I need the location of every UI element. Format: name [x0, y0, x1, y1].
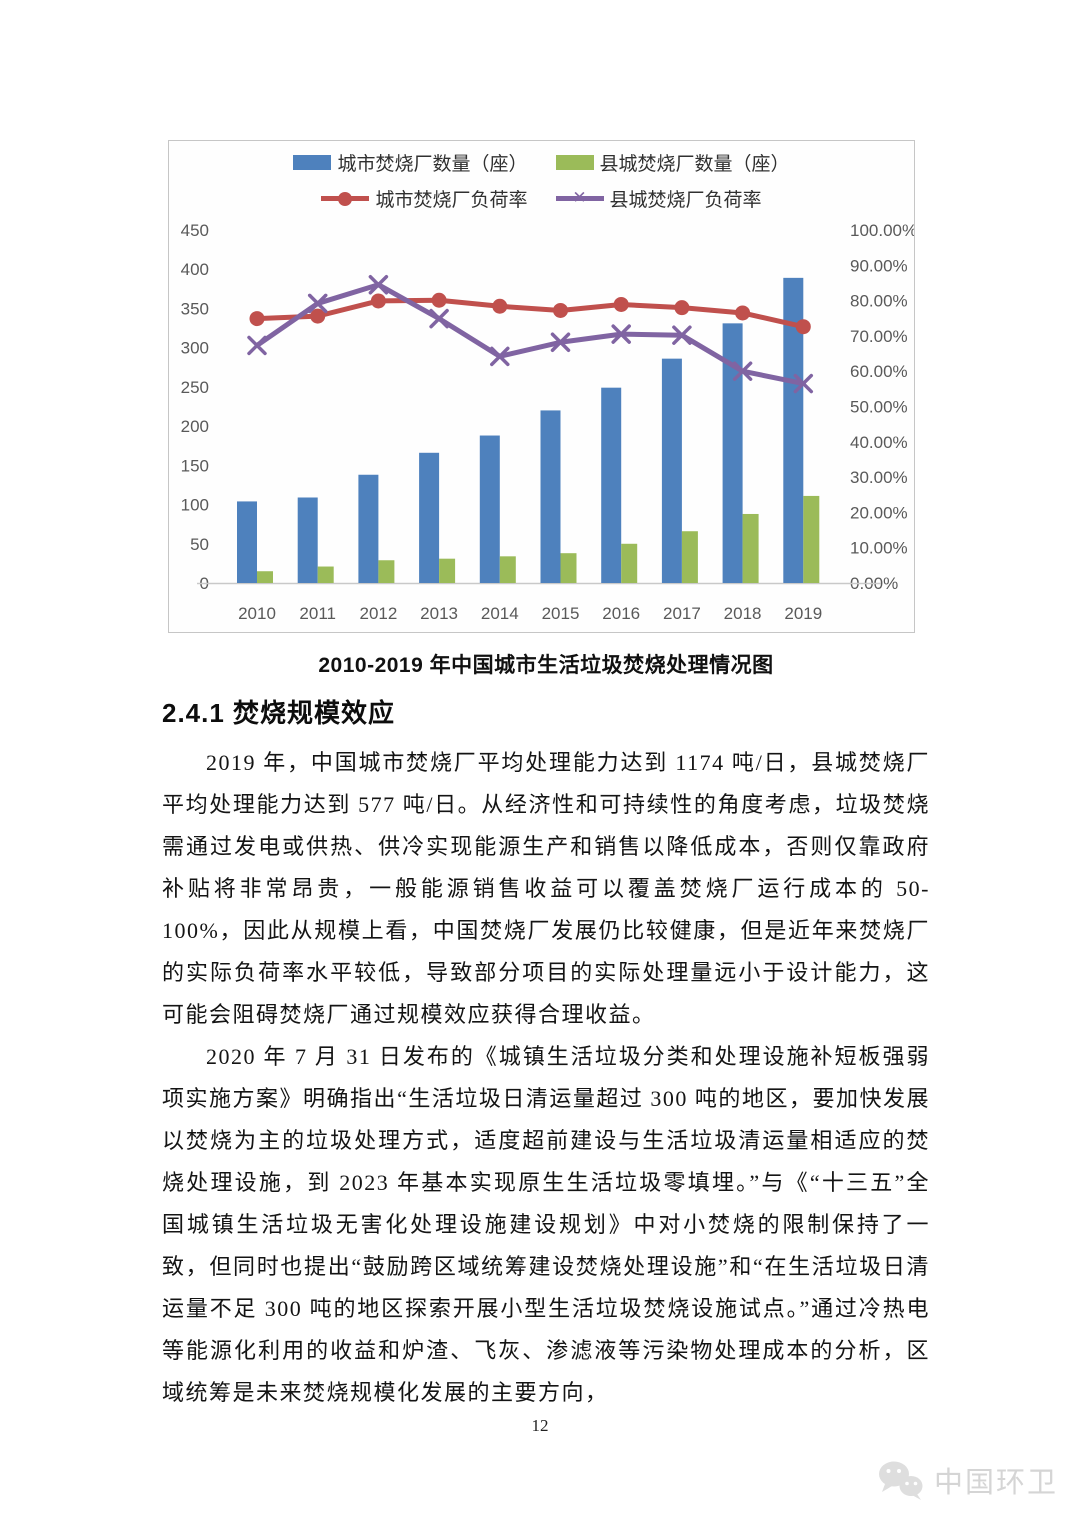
svg-text:10.00%: 10.00% [850, 539, 908, 558]
svg-text:2010: 2010 [238, 604, 276, 623]
svg-text:450: 450 [181, 221, 209, 240]
legend-label: 城市焚烧厂负荷率 [375, 190, 528, 211]
svg-text:2019: 2019 [784, 604, 822, 623]
city-plant-count-swatch-icon [293, 155, 332, 170]
legend-label: 城市焚烧厂数量（座） [337, 154, 528, 175]
svg-text:2012: 2012 [359, 604, 397, 623]
legend-label: 县城焚烧厂负荷率 [609, 190, 762, 211]
watermark: 中国环卫 [876, 1458, 1058, 1502]
svg-text:50.00%: 50.00% [850, 398, 908, 417]
legend-row-1: 城市焚烧厂数量（座） 县城焚烧厂数量（座） [293, 149, 790, 176]
svg-text:350: 350 [181, 299, 209, 318]
svg-text:70.00%: 70.00% [850, 327, 908, 346]
legend-item-city-load-rate: 城市焚烧厂负荷率 [321, 185, 528, 212]
svg-text:2015: 2015 [542, 604, 580, 623]
chart-plot-area: 0501001502002503003504004500.00%10.00%20… [181, 221, 914, 623]
paragraph-policy-2020: 2020 年 7 月 31 日发布的《城镇生活垃圾分类和处理设施补短板强弱项实施… [162, 1044, 930, 1405]
svg-text:2018: 2018 [724, 604, 762, 623]
svg-text:400: 400 [181, 260, 209, 279]
legend-row-2: 城市焚烧厂负荷率 ✕ 县城焚烧厂负荷率 [321, 185, 762, 212]
chart-caption: 2010-2019 年中国城市生活垃圾焚烧处理情况图 [318, 654, 774, 677]
paragraph-scale-effect: 2019 年，中国城市焚烧厂平均处理能力达到 1174 吨/日，县城焚烧厂平均处… [162, 750, 930, 1027]
legend-label: 县城焚烧厂数量（座） [599, 154, 790, 175]
svg-text:100.00%: 100.00% [850, 221, 914, 240]
county-load-rate-line-icon: ✕ [555, 189, 604, 206]
svg-text:100: 100 [181, 496, 209, 515]
svg-text:2017: 2017 [663, 604, 701, 623]
svg-text:250: 250 [181, 378, 209, 397]
svg-text:20.00%: 20.00% [850, 503, 908, 522]
chart-legend: 城市焚烧厂数量（座） 县城焚烧厂数量（座） 城市焚烧厂负荷率 ✕ [169, 149, 914, 212]
svg-text:40.00%: 40.00% [850, 433, 908, 452]
circle-marker-icon [338, 191, 353, 206]
incineration-chart-panel: 0 50 100 150 200 250 300 350 400 450 0.00% 10.00% 20… [168, 140, 915, 633]
section-heading: 2.4.1 焚烧规模效应 [162, 698, 396, 728]
svg-text:2011: 2011 [299, 604, 336, 623]
county-plant-count-swatch-icon [555, 155, 594, 170]
body-text: 2019 年，中国城市焚烧厂平均处理能力达到 1174 吨/日，县城焚烧厂平均处… [162, 742, 930, 1414]
x-marker-icon: ✕ [572, 187, 587, 208]
svg-text:60.00%: 60.00% [850, 362, 908, 381]
watermark-label: 中国环卫 [933, 1467, 1058, 1499]
legend-item-city-plant-count: 城市焚烧厂数量（座） [293, 149, 528, 176]
svg-text:30.00%: 30.00% [850, 468, 908, 487]
svg-text:150: 150 [181, 456, 209, 475]
svg-text:2016: 2016 [602, 604, 640, 623]
legend-item-county-plant-count: 县城焚烧厂数量（座） [555, 149, 790, 176]
page-number: 12 [531, 1416, 549, 1435]
svg-text:80.00%: 80.00% [850, 292, 908, 311]
svg-text:200: 200 [181, 417, 209, 436]
svg-text:90.00%: 90.00% [850, 256, 908, 275]
wechat-logo-icon [878, 1461, 923, 1500]
svg-text:300: 300 [181, 339, 209, 358]
svg-text:2013: 2013 [420, 604, 458, 623]
svg-text:50: 50 [190, 535, 209, 554]
svg-text:2014: 2014 [481, 604, 519, 623]
city-load-rate-line-icon [321, 191, 370, 206]
legend-item-county-load-rate: ✕ 县城焚烧厂负荷率 [555, 185, 762, 212]
